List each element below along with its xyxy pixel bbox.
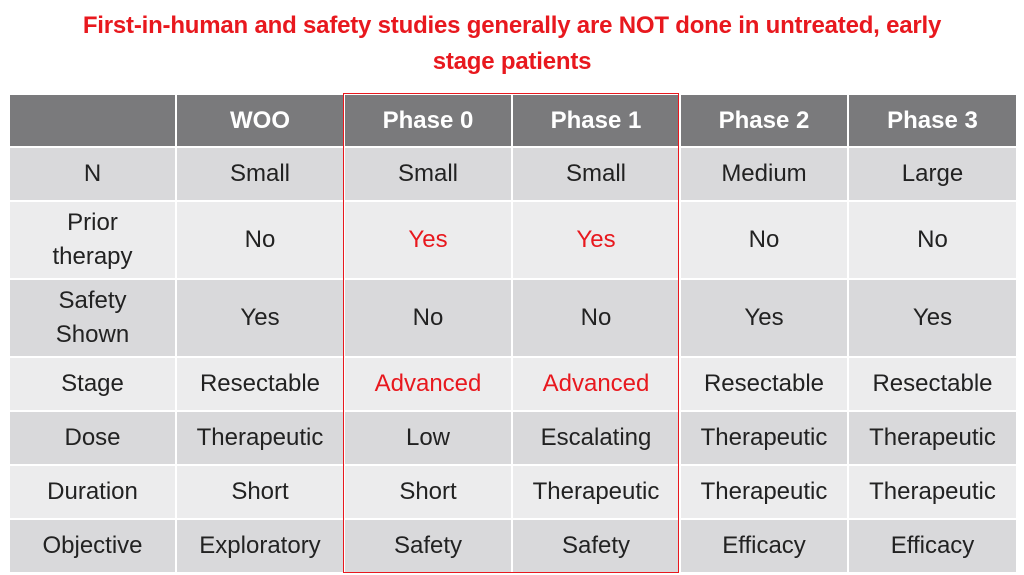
row-label: Dose [8,410,177,466]
header-cell-phase-0: Phase 0 [343,93,513,148]
slide-title: First-in-human and safety studies genera… [20,8,1004,80]
row-label: Prior therapy [8,200,177,280]
slide-title-line-2: stage patients [432,48,592,75]
table-cell: Efficacy [847,518,1018,574]
table-cell: Large [847,146,1018,202]
table-cell: Therapeutic [847,464,1018,520]
table-cell-highlight: Advanced [343,356,513,412]
table-cell: Therapeutic [511,464,681,520]
row-label: N [8,146,177,202]
comparison-table: WOO Phase 0 Phase 1 Phase 2 Phase 3 N Sm… [8,93,1018,574]
table-row-dose: Dose Therapeutic Low Escalating Therapeu… [8,410,1018,466]
header-cell-woo: WOO [175,93,345,148]
table-cell: Therapeutic [175,410,345,466]
table-cell: Efficacy [679,518,849,574]
header-cell-phase-3: Phase 3 [847,93,1018,148]
table-cell: No [175,200,345,280]
header-cell-empty [8,93,177,148]
table-cell: Resectable [847,356,1018,412]
table-cell: Medium [679,146,849,202]
slide-title-line-1: First-in-human and safety studies genera… [82,12,942,39]
table-cell: Safety [511,518,681,574]
table-row-n: N Small Small Small Medium Large [8,146,1018,202]
table-cell: Small [511,146,681,202]
table-header-row: WOO Phase 0 Phase 1 Phase 2 Phase 3 [8,93,1018,148]
header-cell-phase-1: Phase 1 [511,93,681,148]
table-row-objective: Objective Exploratory Safety Safety Effi… [8,518,1018,574]
table-cell: Low [343,410,513,466]
table-cell: Small [343,146,513,202]
table-row-prior-therapy: Prior therapy No Yes Yes No No [8,200,1018,280]
table-cell-highlight: Yes [343,200,513,280]
row-label: Objective [8,518,177,574]
header-cell-phase-2: Phase 2 [679,93,849,148]
table-cell: Escalating [511,410,681,466]
table-cell: No [679,200,849,280]
table-cell: No [511,278,681,358]
table-cell: Resectable [175,356,345,412]
table-cell: Yes [679,278,849,358]
table-cell: Safety [343,518,513,574]
table-cell-highlight: Advanced [511,356,681,412]
table-cell: Yes [847,278,1018,358]
table-cell: Therapeutic [847,410,1018,466]
row-label: Safety Shown [8,278,177,358]
table-row-duration: Duration Short Short Therapeutic Therape… [8,464,1018,520]
table-cell: Yes [175,278,345,358]
table-cell: No [847,200,1018,280]
table-row-stage: Stage Resectable Advanced Advanced Resec… [8,356,1018,412]
table-cell: Short [343,464,513,520]
table-cell-highlight: Yes [511,200,681,280]
table-cell: Short [175,464,345,520]
table-row-safety-shown: Safety Shown Yes No No Yes Yes [8,278,1018,358]
row-label: Stage [8,356,177,412]
table-cell: No [343,278,513,358]
table-cell: Resectable [679,356,849,412]
row-label: Duration [8,464,177,520]
table-cell: Therapeutic [679,410,849,466]
table-cell: Small [175,146,345,202]
table-cell: Therapeutic [679,464,849,520]
table-cell: Exploratory [175,518,345,574]
